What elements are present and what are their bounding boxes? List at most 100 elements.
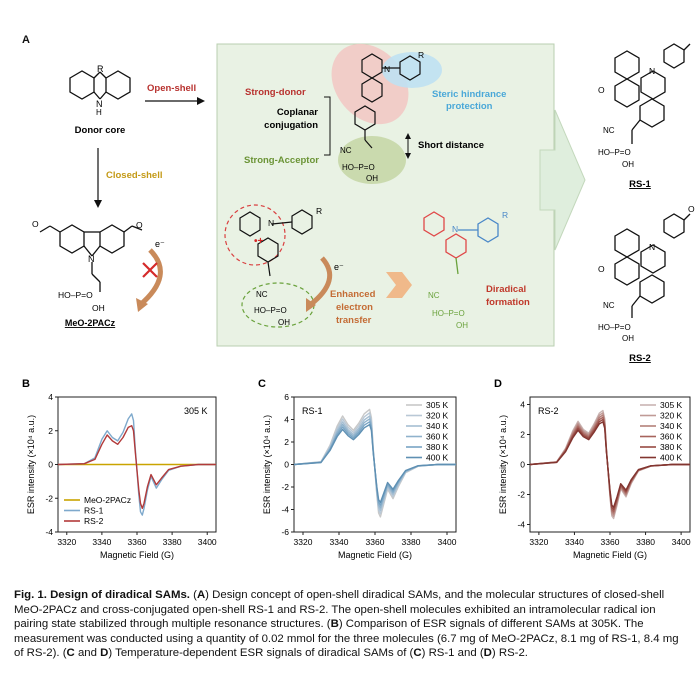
- x-tick-label: 3400: [438, 537, 457, 547]
- rs2-N: N: [649, 242, 655, 252]
- radical-cation: •+: [254, 236, 264, 247]
- caption-cd-letter-1: C: [66, 647, 75, 660]
- x-tick-label: 3380: [163, 537, 182, 547]
- series-line: [293, 423, 456, 504]
- diradical-cn: NC: [428, 291, 440, 300]
- rs2-cn: NC: [603, 301, 615, 310]
- legend-label: 380 K: [426, 442, 449, 452]
- y-tick-label: -6: [281, 527, 289, 537]
- y-tick-label: 6: [284, 392, 289, 402]
- y-tick-label: -4: [281, 505, 289, 515]
- x-tick-label: 3320: [57, 537, 76, 547]
- chart-annotation: 305 K: [184, 406, 208, 416]
- legend-label: 360 K: [426, 432, 449, 442]
- y-tick-label: 2: [284, 437, 289, 447]
- y-axis-label: ESR intensity (×10⁴ a.u.): [262, 415, 272, 514]
- chart-panel-c: C 3320 3340 3360 3380 3400 -6 -4 -2 0 2 4 6 Magnetic …: [258, 378, 457, 560]
- chart-annotation: RS-1: [302, 406, 323, 416]
- x-tick-label: 3400: [198, 537, 217, 547]
- acceptor-ellipse: [338, 136, 406, 184]
- radical-cn: NC: [256, 290, 268, 299]
- y-tick-label: 4: [48, 392, 53, 402]
- legend-label: 360 K: [660, 432, 683, 442]
- open-shell-label: Open-shell: [147, 83, 196, 94]
- rs2-structure: [614, 213, 691, 318]
- concept-N: N: [384, 64, 390, 74]
- donor-R-atom: R: [97, 64, 104, 74]
- meo-label: MeO-2PACz: [65, 318, 116, 328]
- caption-c-name: RS-1 and: [428, 647, 477, 660]
- meo-phos: HO–P=O: [58, 290, 93, 300]
- rs1-cn: NC: [603, 126, 615, 135]
- concept-R: R: [418, 50, 424, 60]
- x-axis-label: Magnetic Field (G): [338, 550, 412, 560]
- strong-acceptor-label: Strong-Acceptor: [244, 155, 319, 166]
- meo-N-atom: N: [88, 254, 95, 264]
- legend-label: 400 K: [660, 453, 683, 463]
- caption-cd-text: Temperature-dependent ESR signals of dir…: [115, 647, 407, 660]
- concept-cn: NC: [340, 146, 352, 155]
- legend-label: RS-2: [84, 516, 104, 526]
- y-tick-label: 4: [520, 400, 525, 410]
- y-tick-label: 0: [520, 460, 525, 470]
- radical-donor-ellipse: [224, 204, 286, 266]
- y-tick-label: 2: [520, 430, 525, 440]
- rs2-O: O: [598, 264, 605, 274]
- meo-oh: OH: [92, 303, 105, 313]
- enhanced-label-3: transfer: [336, 315, 372, 326]
- short-distance-label: Short distance: [418, 140, 484, 151]
- panel-a-letter: A: [22, 34, 30, 46]
- y-tick-label: -2: [281, 482, 289, 492]
- chart-annotation: RS-2: [538, 406, 559, 416]
- x-tick-label: 3400: [672, 537, 691, 547]
- y-axis-label: ESR intensity (×10⁴ a.u.): [26, 415, 36, 514]
- rs1-oh: OH: [622, 160, 634, 169]
- legend-label: 320 K: [660, 411, 683, 421]
- electron-label-1: e⁻: [155, 239, 165, 249]
- x-tick-label: 3320: [529, 537, 548, 547]
- caption-a-letter: A: [196, 589, 206, 601]
- caption-b-text: Comparison of ESR signals of different S…: [14, 618, 679, 660]
- y-tick-label: 2: [48, 426, 53, 436]
- caption-d-name: RS-2.: [498, 647, 528, 660]
- x-tick-label: 3340: [92, 537, 111, 547]
- strong-donor-label: Strong-donor: [245, 87, 306, 98]
- esr-charts: B 3320 3340 3360 3380 3400 -4 -2 0 2 4 Magnetic Fie…: [22, 378, 691, 560]
- y-axis-label: ESR intensity (×10⁴ a.u.): [498, 415, 508, 514]
- y-tick-label: -4: [45, 527, 53, 537]
- donor-core-label: Donor core: [75, 125, 126, 136]
- steric-label-1: Steric hindrance: [432, 89, 506, 100]
- y-tick-label: -2: [517, 490, 525, 500]
- radical-R: R: [316, 206, 322, 216]
- legend-label: 340 K: [426, 421, 449, 431]
- figure-caption: Fig. 1. Design of diradical SAMs. (A) De…: [14, 589, 679, 660]
- coplanar-label-1: Coplanar: [277, 107, 318, 118]
- legend-label: MeO-2PACz: [84, 495, 131, 505]
- diradical-R: R: [502, 210, 508, 220]
- diradical-label-2: formation: [486, 297, 530, 308]
- rs2-phos: HO–P=O: [598, 323, 631, 332]
- legend-label: 320 K: [426, 411, 449, 421]
- radical-oh: OH: [278, 318, 290, 327]
- meo-O-right: O: [136, 220, 143, 230]
- series-line: [57, 425, 216, 510]
- caption-c-letter: C: [413, 647, 422, 660]
- chart-panel-d: D 3320 3340 3360 3380 3400 -4 -2 0 2 4 Magnetic Fie…: [494, 378, 691, 560]
- diradical-N: N: [452, 224, 458, 234]
- donor-H-atom: H: [96, 108, 102, 117]
- caption-cd-letter-2: D: [100, 647, 109, 660]
- donor-core-structure: [69, 70, 131, 100]
- radical-phos: HO–P=O: [254, 306, 287, 315]
- diradical-molecule: [423, 211, 499, 275]
- x-tick-label: 3380: [636, 537, 655, 547]
- meo-O-left: O: [32, 219, 39, 229]
- orange-chevron: [386, 272, 412, 298]
- x-axis-label: Magnetic Field (G): [573, 550, 647, 560]
- rs1-phos: HO–P=O: [598, 148, 631, 157]
- rs2-O-methoxy: O: [688, 204, 695, 214]
- legend-label: 340 K: [660, 421, 683, 431]
- x-tick-label: 3360: [601, 537, 620, 547]
- x-tick-label: 3340: [565, 537, 584, 547]
- big-arrow: [539, 109, 586, 251]
- x-tick-label: 3380: [402, 537, 421, 547]
